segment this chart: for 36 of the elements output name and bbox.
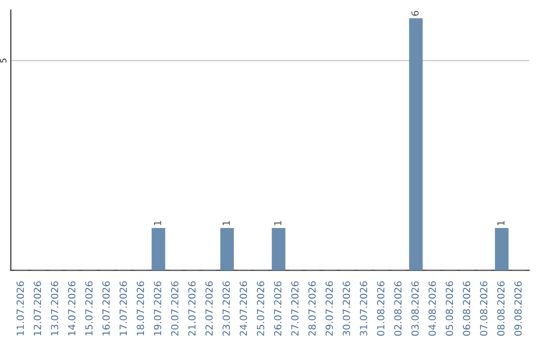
x-tick-label: 02.08.2026 <box>394 281 402 336</box>
x-tick-label: 16.07.2026 <box>102 281 110 336</box>
x-tick-label: 17.07.2026 <box>120 281 127 336</box>
data-label: 1 <box>274 220 282 226</box>
x-tick-label: 08.08.2026 <box>497 281 505 336</box>
x-tick-label: 12.07.2026 <box>34 281 42 336</box>
x-tick-label: 21.07.2026 <box>188 281 196 336</box>
y-tick-label: 5 <box>0 58 6 63</box>
x-tick-label: 06.08.2026 <box>462 281 470 336</box>
x-tick-label: 14.07.2026 <box>68 281 76 336</box>
x-tick-label: 28.07.2026 <box>308 281 316 336</box>
x-tick-label: 03.08.2026 <box>411 281 419 336</box>
x-tick-label: 30.07.2026 <box>342 281 350 336</box>
x-tick-label: 23.07.2026 <box>222 281 230 336</box>
x-tick-label: 09.08.2026 <box>514 281 522 336</box>
x-tick-label: 20.07.2026 <box>171 281 178 336</box>
x-tick-label: 19.07.2026 <box>154 281 162 336</box>
x-tick-label: 01.08.2026 <box>377 281 384 336</box>
data-label: 1 <box>497 220 504 226</box>
x-tick-label: 18.07.2026 <box>136 281 144 336</box>
x-tick-label: 31.07.2026 <box>360 281 368 336</box>
x-tick-label: 22.07.2026 <box>205 281 213 336</box>
x-tick-label: 24.07.2026 <box>240 281 248 336</box>
x-tick-label: 26.07.2026 <box>274 281 282 336</box>
x-tick-label: 13.07.2026 <box>50 281 58 336</box>
x-tick-label: 11.07.2026 <box>16 281 24 336</box>
data-label: 1 <box>222 220 230 226</box>
x-tick-label: 07.08.2026 <box>480 281 488 336</box>
x-tick-label: 25.07.2026 <box>256 281 264 336</box>
x-tick-label: 29.07.2026 <box>326 281 333 336</box>
x-tick-label: 15.07.2026 <box>85 281 93 336</box>
x-tick-label: 27.07.2026 <box>291 281 299 336</box>
x-tick-label: 04.08.2026 <box>428 281 436 336</box>
x-tick-label: 05.08.2026 <box>446 281 454 336</box>
data-label: 1 <box>154 220 162 226</box>
data-label: 6 <box>411 10 419 16</box>
